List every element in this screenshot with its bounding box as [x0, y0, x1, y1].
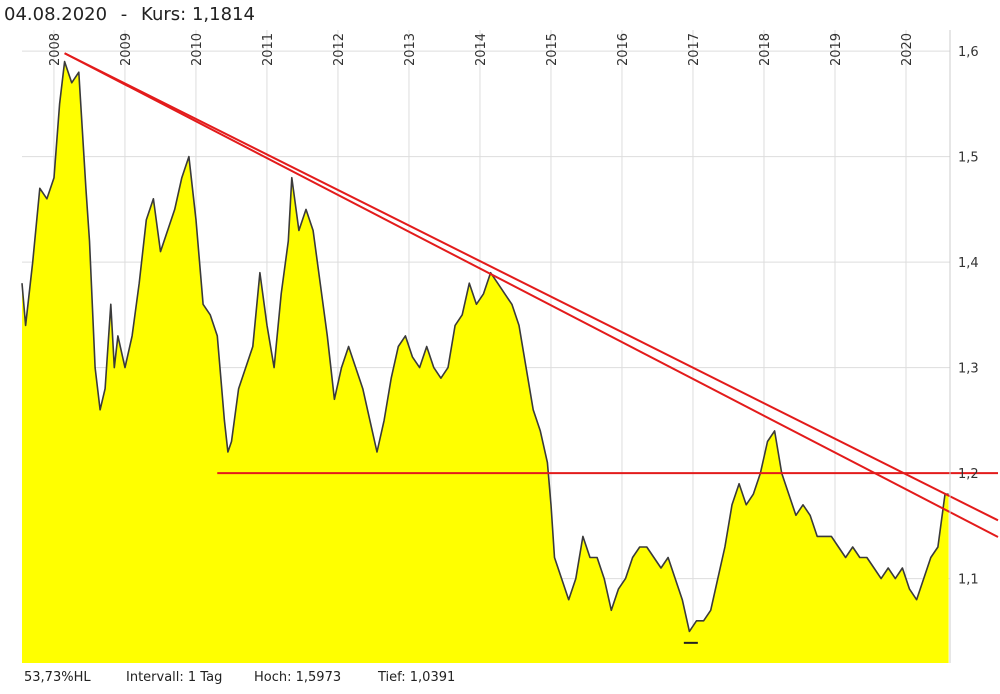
y-axis-labels: 1,6 1,5 1,4 1,3 1,2 1,1 — [958, 45, 979, 588]
x-tick-label: 2009 — [119, 33, 134, 66]
header-separator: - — [120, 4, 128, 25]
x-tick-label: 2015 — [545, 33, 560, 66]
y-tick-label: 1,1 — [958, 573, 979, 588]
footer-low: Tief: 1,0391 — [378, 670, 456, 685]
y-tick-label: 1,5 — [958, 151, 979, 166]
footer-high: Hoch: 1,5973 — [254, 670, 342, 685]
footer-stats: 53,73%HL Intervall: 1 Tag Hoch: 1,5973 T… — [24, 670, 455, 685]
x-tick-label: 2011 — [261, 33, 276, 66]
x-tick-label: 2019 — [829, 33, 844, 66]
x-tick-label: 2020 — [900, 33, 915, 66]
header-quote: 04.08.2020 - Kurs: 1,1814 — [4, 4, 255, 25]
x-tick-label: 2016 — [616, 33, 631, 66]
header-price-label: Kurs: — [141, 4, 187, 25]
footer-interval: Intervall: 1 Tag — [126, 670, 223, 685]
trend-lines — [64, 52, 999, 538]
y-tick-label: 1,4 — [958, 256, 979, 271]
x-tick-label: 2008 — [48, 33, 63, 66]
x-axis-labels: 2008 2009 2010 2011 2012 2013 2014 2015 2016 2017… — [48, 33, 915, 66]
price-area — [22, 61, 949, 664]
y-tick-label: 1,3 — [958, 362, 979, 377]
trend-line — [64, 52, 999, 522]
x-tick-label: 2017 — [687, 33, 702, 66]
y-tick-label: 1,2 — [958, 467, 979, 482]
y-tick-label: 1,6 — [958, 45, 979, 60]
header-price-value: 1,1814 — [191, 4, 255, 25]
x-tick-label: 2018 — [758, 33, 773, 66]
x-tick-label: 2010 — [190, 33, 205, 66]
footer-range: 53,73%HL — [24, 670, 91, 685]
price-line — [21, 60, 949, 633]
trend-line — [64, 52, 999, 538]
header-date: 04.08.2020 — [4, 4, 108, 25]
x-tick-label: 2014 — [474, 33, 489, 66]
x-tick-label: 2012 — [332, 33, 347, 66]
x-tick-label: 2013 — [403, 33, 418, 66]
